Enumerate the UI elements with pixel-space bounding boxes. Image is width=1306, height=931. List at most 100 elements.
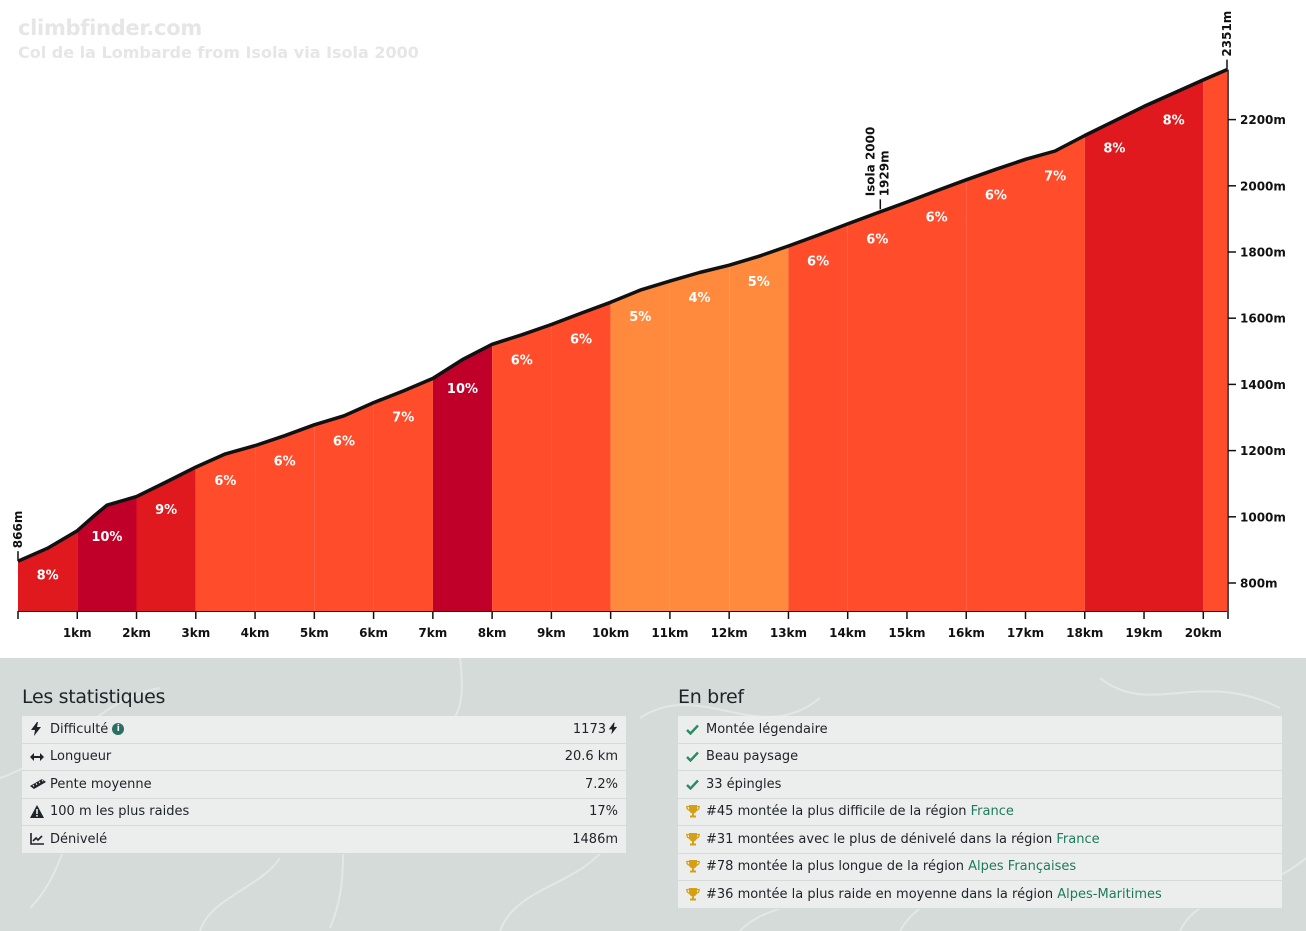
stats-value-average-slope: 7.2% (584, 776, 618, 792)
check-icon (686, 779, 704, 790)
brief-row: 33 épingles (678, 771, 1282, 799)
stats-label-length: Longueur (50, 749, 112, 765)
profile-svg: 8% 10% 9% 6% 6% 6% 7% 10% 6% 6% 5% 4% 5% 6% 6% 6% 6% 7% 8%… (11, 11, 1286, 640)
info-icon[interactable]: i (112, 723, 125, 736)
bolt-icon (608, 722, 618, 735)
gradient-segment (314, 402, 374, 611)
x-tick-label: 20km (1185, 626, 1222, 640)
y-tick-label: 1000m (1240, 510, 1286, 524)
region-link[interactable]: Alpes Françaises (968, 859, 1077, 875)
gradient-label: 5% (748, 275, 770, 290)
gradient-label: 7% (1044, 169, 1066, 184)
y-tick-label: 1600m (1240, 312, 1286, 326)
gradient-segment (136, 467, 196, 611)
gradient-label: 6% (214, 474, 236, 489)
stats-list: Difficulté i 1173 Longueur 20.6 km Pente … (22, 716, 626, 854)
details-section: Les statistiques Difficulté i 1173 Longue… (0, 658, 1306, 931)
stats-value-length: 20.6 km (564, 749, 618, 765)
x-tick-label: 3km (181, 626, 210, 640)
stats-row-average-slope: Pente moyenne 7.2% (22, 771, 626, 799)
gradient-segment (847, 202, 907, 611)
gradient-segment (788, 223, 848, 611)
gradient-segment (966, 159, 1026, 612)
annotation-sublabel: 1929m (877, 150, 891, 196)
elevation-profile-chart: 8% 10% 9% 6% 6% 6% 7% 10% 6% 6% 5% 4% 5% 6% 6% 6% 6% 7% 8%… (11, 10, 1286, 640)
gradient-label: 7% (392, 411, 414, 426)
region-link[interactable]: France (1056, 831, 1100, 847)
stats-label-average-slope: Pente moyenne (50, 776, 152, 792)
check-icon (686, 751, 704, 763)
gradient-label: 6% (807, 255, 829, 270)
gradient-label: 6% (570, 333, 592, 348)
gradient-label: 6% (333, 434, 355, 449)
watermark-climb-name: Col de la Lombarde from Isola via Isola … (18, 43, 419, 62)
x-tick-label: 19km (1125, 626, 1162, 640)
gradient-label: 6% (511, 354, 533, 369)
gradient-label: 5% (629, 310, 651, 325)
x-tick-label: 7km (418, 626, 447, 640)
stats-label-elevation-gain: Dénivelé (50, 831, 108, 847)
gradient-label: 6% (274, 455, 296, 470)
brief-row: #36 montée la plus raide en moyenne dans… (678, 881, 1282, 909)
gradient-segment (610, 281, 670, 611)
brief-text: #36 montée la plus raide en moyenne dans… (706, 886, 1058, 902)
region-link[interactable]: Alpes-Maritimes (1057, 886, 1162, 902)
annotation-label: 2351m (1220, 11, 1234, 57)
x-tick-label: 1km (63, 626, 92, 640)
warning-icon (30, 805, 48, 819)
x-tick-label: 8km (478, 626, 507, 640)
y-tick-label: 1400m (1240, 378, 1286, 392)
stats-value-elevation-gain: 1486m (572, 831, 618, 847)
x-tick-label: 13km (770, 626, 807, 640)
x-tick-label: 12km (711, 626, 748, 640)
stats-row-difficulty: Difficulté i 1173 (22, 716, 626, 744)
gradient-label: 8% (1103, 142, 1125, 157)
region-link[interactable]: France (970, 804, 1014, 820)
ruler-icon (30, 779, 48, 790)
x-tick-label: 14km (829, 626, 866, 640)
x-tick-label: 15km (888, 626, 925, 640)
stats-label-difficulty: Difficulté (50, 721, 109, 737)
stats-label-steepest-100m: 100 m les plus raides (50, 804, 190, 820)
x-tick-label: 10km (592, 626, 629, 640)
y-tick-label: 2200m (1240, 113, 1286, 127)
trophy-icon (686, 832, 704, 846)
y-tick-label: 2000m (1240, 179, 1286, 193)
x-tick-label: 6km (359, 626, 388, 640)
brief-text: #78 montée la plus longue de la région (706, 859, 969, 875)
brief-row: #45 montée la plus difficile de la régio… (678, 798, 1282, 826)
trophy-icon (686, 887, 704, 901)
brief-text: 33 épingles (706, 776, 782, 792)
x-tick-label: 17km (1007, 626, 1044, 640)
gradient-label: 8% (1163, 113, 1185, 128)
stats-row-elevation-gain: Dénivelé 1486m (22, 826, 626, 854)
trophy-icon (686, 805, 704, 818)
gradient-label: 9% (155, 503, 177, 518)
gradient-label: 6% (866, 232, 888, 247)
gradient-segment (551, 302, 611, 611)
x-tick-label: 16km (948, 626, 985, 640)
brief-title: En bref (678, 686, 744, 708)
x-tick-label: 11km (651, 626, 688, 640)
gradient-label: 6% (985, 189, 1007, 204)
gradient-segment (432, 344, 493, 611)
brief-text: #45 montée la plus difficile de la régio… (706, 804, 971, 820)
gradient-segment (492, 324, 552, 611)
brief-row: #31 montées avec le plus de dénivelé dan… (678, 826, 1282, 854)
chart-line-icon (30, 833, 48, 846)
brief-text: Montée légendaire (706, 721, 828, 737)
gradient-label: 10% (91, 530, 122, 545)
gradient-label: 4% (689, 291, 711, 306)
stats-title: Les statistiques (22, 686, 166, 708)
brief-row: Montée légendaire (678, 716, 1282, 744)
brief-row: Beau paysage (678, 743, 1282, 771)
annotation-label: 866m (11, 511, 25, 549)
gradient-segment (373, 378, 433, 611)
watermark-site: climbfinder.com (18, 16, 202, 40)
annotation-label: Isola 2000 (863, 127, 877, 197)
x-tick-label: 5km (300, 626, 329, 640)
gradient-label: 8% (37, 568, 59, 583)
check-icon (686, 724, 704, 735)
gradient-segment (18, 530, 78, 611)
brief-text: #31 montées avec le plus de dénivelé dan… (706, 831, 1057, 847)
